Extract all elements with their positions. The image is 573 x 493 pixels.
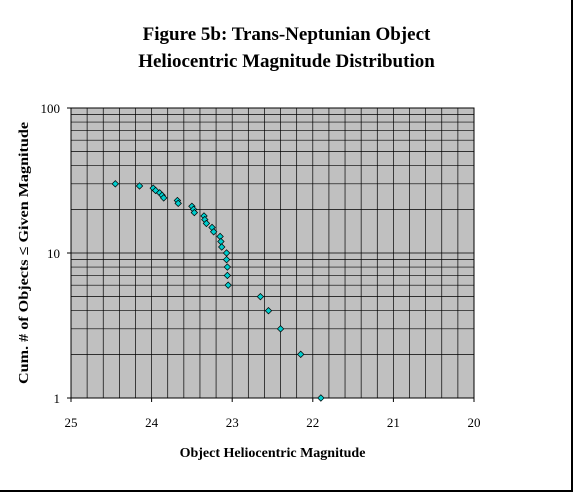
data-points [111,180,325,402]
data-point [264,307,273,315]
x-tick-label: 22 [306,415,319,430]
data-point [111,180,120,188]
data-point [190,208,199,217]
data-point [317,394,325,402]
y-axis-ticks: 1 10 100 [41,101,71,406]
y-axis-label: Cum. # of Objects ≤ Given Magnitude [17,122,32,384]
x-tick-label: 25 [65,415,78,430]
data-point [256,292,265,301]
data-point [224,281,232,289]
data-point [223,271,232,280]
data-point [209,228,218,236]
data-point [218,243,226,251]
x-tick-label: 20 [468,415,481,430]
data-point [276,325,285,333]
y-tick-label: 1 [54,391,61,406]
x-axis-label: Object Heliocentric Magnitude [180,446,366,461]
data-point [202,219,211,228]
y-tick-label: 100 [41,101,61,116]
x-tick-label: 24 [145,415,159,430]
data-point [222,255,231,264]
x-axis-ticks: 25 24 23 22 21 20 [65,398,481,430]
chart-title-line-2: Heliocentric Magnitude Distribution [138,51,435,72]
x-tick-label: 21 [387,415,400,430]
gridlines [70,108,475,399]
data-point [223,263,232,271]
x-tick-label: 23 [226,415,239,430]
y-tick-label: 10 [47,246,60,261]
data-point [159,194,168,202]
data-point [297,350,305,359]
data-point [174,199,182,208]
chart-title-line-1: Figure 5b: Trans-Neptunian Object [142,24,431,45]
data-point [135,182,144,190]
